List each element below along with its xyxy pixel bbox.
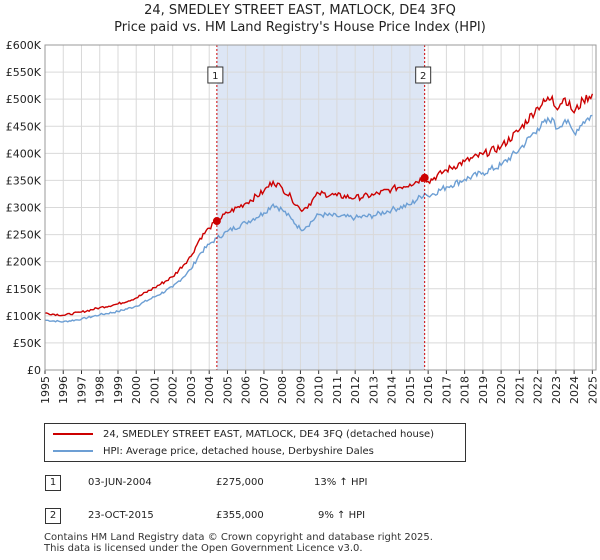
y-tick-label: £500K (6, 93, 42, 106)
x-tick-label: 2007 (258, 376, 271, 404)
y-tick-label: £600K (6, 39, 42, 52)
x-tick-label: 2015 (404, 376, 417, 404)
y-tick-label: £300K (6, 202, 42, 215)
transaction-badge: 1 (45, 475, 61, 491)
x-tick-label: 2008 (276, 376, 289, 404)
price-chart: £0 £50K £100K £150K £200K £250K £300K £350K £400… (6, 39, 600, 404)
x-tick-label: 1996 (57, 376, 70, 404)
transaction-label-box: 1 (207, 66, 224, 84)
legend-swatch-hpi (53, 450, 93, 452)
x-tick-label: 2005 (221, 376, 234, 404)
x-tick-label: 2021 (513, 376, 526, 404)
x-tick-label: 1998 (94, 376, 107, 404)
y-tick-label: £400K (6, 147, 42, 160)
x-tick-label: 2020 (495, 376, 508, 404)
transaction-point (420, 173, 429, 182)
chart-legend: 24, SMEDLEY STREET EAST, MATLOCK, DE4 3F… (44, 423, 466, 462)
x-tick-label: 2013 (367, 376, 380, 404)
x-tick-label: 2004 (203, 376, 216, 404)
x-tick-label: 2023 (550, 376, 563, 404)
x-tick-label: 2012 (349, 376, 362, 404)
legend-label-property: 24, SMEDLEY STREET EAST, MATLOCK, DE4 3F… (103, 428, 435, 440)
y-tick-label: £150K (6, 283, 42, 296)
transaction-label: 1 (212, 71, 218, 82)
y-tick-label: £250K (6, 229, 42, 242)
transaction-label-frame (415, 66, 432, 84)
x-tick-label: 2025 (586, 376, 599, 404)
x-tick-label: 2006 (240, 376, 253, 404)
x-tick-label: 2016 (422, 376, 435, 404)
plot-frame (44, 44, 597, 371)
legend-swatch-property (53, 433, 93, 435)
x-tick-label: 2018 (459, 376, 472, 404)
y-tick-label: £0 (27, 364, 41, 377)
y-tick-label: £50K (13, 337, 42, 350)
y-tick-label: £350K (6, 174, 42, 187)
x-tick-label: 1997 (75, 376, 88, 404)
x-tick-label: 2009 (294, 376, 307, 404)
y-tick-label: £550K (6, 66, 42, 79)
x-tick-label: 2022 (532, 376, 545, 404)
x-tick-label: 1995 (39, 376, 52, 404)
x-tick-label: 2011 (331, 376, 344, 404)
transaction-hpi: 13% ↑ HPI (314, 477, 368, 488)
transaction-point (212, 217, 221, 226)
transaction-badge: 2 (45, 508, 61, 524)
transaction-label-frame (207, 66, 224, 84)
transaction-price: £355,000 (216, 510, 264, 521)
transaction-date: 23-OCT-2015 (88, 510, 154, 521)
x-tick-label: 2000 (130, 376, 143, 404)
footer-copyright: Contains HM Land Registry data © Crown c… (44, 532, 433, 543)
x-tick-label: 1999 (112, 376, 125, 404)
legend-item-property: 24, SMEDLEY STREET EAST, MATLOCK, DE4 3F… (53, 426, 434, 442)
x-tick-label: 2024 (568, 376, 581, 404)
legend-label-hpi: HPI: Average price, detached house, Derb… (103, 445, 374, 457)
y-tick-label: £450K (6, 120, 42, 133)
y-tick-label: £200K (6, 256, 42, 269)
x-tick-label: 2001 (148, 376, 161, 404)
x-tick-label: 2019 (477, 376, 490, 404)
legend-item-hpi: HPI: Average price, detached house, Derb… (53, 443, 374, 459)
transaction-label: 2 (420, 71, 426, 82)
transaction-hpi: 9% ↑ HPI (318, 510, 366, 521)
x-tick-label: 2002 (167, 376, 180, 404)
x-tick-label: 2014 (386, 376, 399, 404)
y-tick-label: £100K (6, 310, 42, 323)
chart-title: 24, SMEDLEY STREET EAST, MATLOCK, DE4 3F… (144, 3, 456, 18)
x-tick-label: 2017 (440, 376, 453, 404)
series-line-hpi (44, 114, 593, 323)
footer-licence: This data is licensed under the Open Gov… (44, 543, 363, 554)
transaction-price: £275,000 (216, 477, 264, 488)
transaction-label-box: 2 (415, 66, 432, 84)
transaction-date: 03-JUN-2004 (88, 477, 152, 488)
chart-subtitle: Price paid vs. HM Land Registry's House … (114, 20, 486, 35)
series-line-property (44, 93, 594, 317)
x-tick-label: 2003 (185, 376, 198, 404)
x-tick-label: 2010 (313, 376, 326, 404)
